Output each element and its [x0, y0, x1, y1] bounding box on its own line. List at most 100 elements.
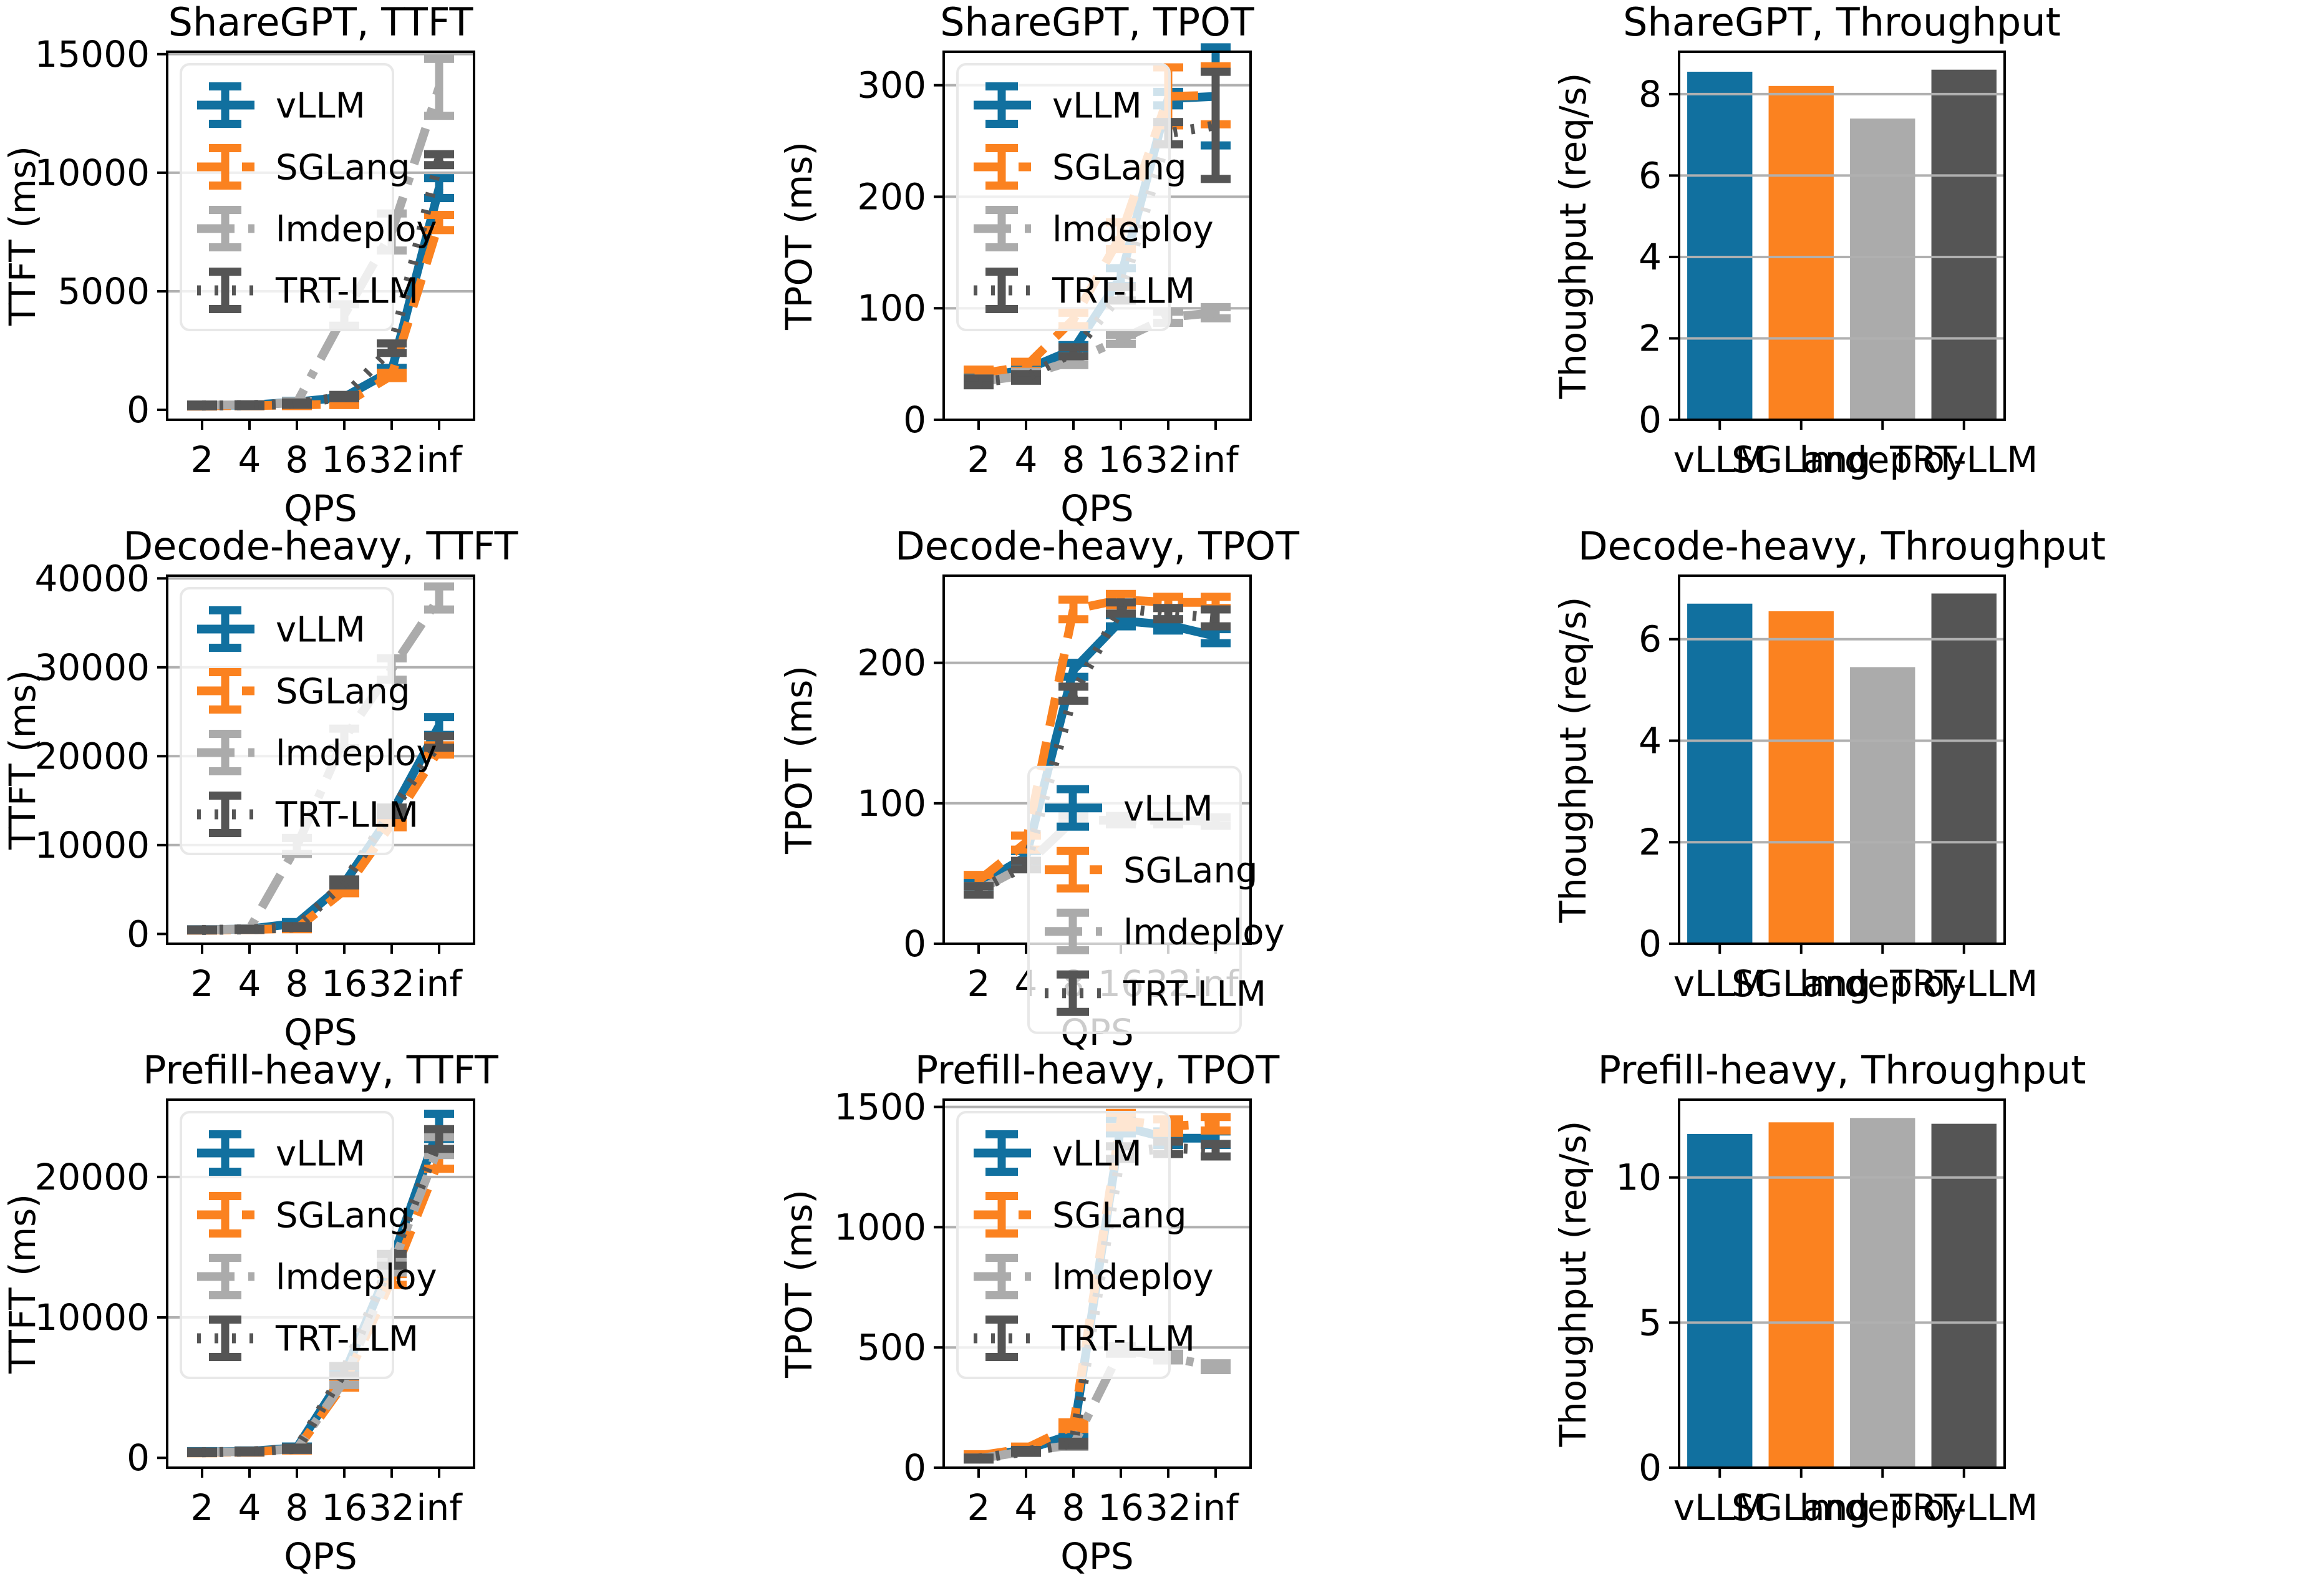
legend-label: vLLM [1123, 788, 1213, 829]
legend-label: vLLM [276, 86, 366, 127]
x-ticklabel: 16 [1098, 962, 1144, 1005]
series-trt-llm [187, 1125, 454, 1458]
legend-box [180, 63, 394, 331]
y-ticklabel: 0 [903, 399, 926, 441]
legend-entry-lmdeploy: lmdeploy [197, 206, 437, 251]
legend-entry-vllm: vLLM [197, 82, 366, 128]
legend-box [956, 1111, 1171, 1379]
x-ticklabel: 4 [238, 439, 261, 481]
legend-label: TRT-LLM [1123, 974, 1266, 1014]
x-ticklabel: 16 [321, 962, 367, 1005]
x-ticklabel: TRT-LLM [1889, 1486, 2038, 1529]
x-axis-label: QPS [284, 1535, 357, 1575]
legend-entry-trt-llm: TRT-LLM [974, 1316, 1195, 1361]
legend-label: lmdeploy [1123, 912, 1285, 952]
x-ticklabel: inf [416, 439, 463, 481]
y-ticklabel: 5 [1639, 1301, 1662, 1344]
x-ticklabel: 32 [369, 439, 415, 481]
legend-box [180, 1111, 394, 1379]
y-ticklabel: 10000 [34, 1296, 150, 1339]
x-ticklabel: inf [1193, 1486, 1239, 1529]
bar [1931, 593, 1997, 944]
legend-label: SGLang [276, 148, 410, 188]
x-ticklabel: 2 [191, 962, 214, 1005]
legend: vLLM SGLang lmdeploy TRT-LLM [956, 63, 1214, 331]
legend-label: lmdeploy [276, 1258, 437, 1298]
series-trt-llm [187, 732, 454, 935]
y-ticklabel: 2 [1639, 821, 1662, 863]
series-trt-llm [964, 598, 1231, 899]
x-ticklabel: 16 [321, 439, 367, 481]
x-ticklabel: 32 [1145, 1486, 1191, 1529]
x-axis-label: QPS [1060, 1535, 1133, 1575]
x-ticklabel: inf [416, 1486, 463, 1529]
legend-label: TRT-LLM [275, 795, 419, 836]
x-axis-label: QPS [284, 487, 357, 530]
x-ticklabel: 8 [1062, 439, 1085, 481]
y-ticklabel: 4 [1639, 719, 1662, 762]
x-ticklabel: SGLang [1731, 962, 1871, 1005]
legend-entry-sglang: SGLang [974, 144, 1187, 190]
y-axis-label: TPOT (ms) [778, 1190, 820, 1379]
x-axis-label: QPS [284, 1011, 357, 1054]
series-vllm [964, 43, 1231, 386]
legend-entry-trt-llm: TRT-LLM [197, 792, 419, 837]
series-sglang [964, 589, 1231, 891]
legend-entry-sglang: SGLang [197, 668, 410, 714]
axes-frame [166, 1098, 475, 1469]
legend-label: vLLM [1052, 1134, 1142, 1175]
x-axis-label: QPS [1060, 1011, 1133, 1054]
x-ticklabel: 8 [1062, 1486, 1085, 1529]
axes-frame [942, 1098, 1252, 1469]
y-axis-label: TPOT (ms) [778, 666, 820, 855]
panel-title: Prefill-heavy, TPOT [915, 1047, 1281, 1093]
y-ticklabel: 0 [127, 913, 150, 955]
y-axis-label: TTFT (ms) [1, 670, 44, 850]
bar [1768, 85, 1834, 420]
y-ticklabel: 2 [1639, 317, 1662, 359]
legend-entry-sglang: SGLang [974, 1192, 1187, 1238]
axes-frame [942, 51, 1252, 421]
legend-label: lmdeploy [276, 734, 437, 774]
y-ticklabel: 6 [1639, 154, 1662, 196]
bar [1687, 71, 1753, 420]
y-ticklabel: 200 [857, 642, 926, 684]
x-ticklabel: 2 [967, 439, 990, 481]
x-ticklabel: 4 [238, 1486, 261, 1529]
legend-entry-sglang: SGLang [197, 1192, 410, 1238]
series-sglang [187, 1147, 454, 1458]
legend-label: vLLM [1052, 86, 1142, 127]
legend-entry-lmdeploy: lmdeploy [974, 206, 1214, 251]
panel-title: ShareGPT, TPOT [940, 0, 1255, 45]
y-axis-label: TTFT (ms) [1, 146, 44, 326]
x-ticklabel: 32 [369, 962, 415, 1005]
series-sglang [964, 1108, 1231, 1461]
axes-frame [1678, 1098, 2006, 1469]
x-ticklabel: vLLM [1673, 1486, 1766, 1529]
legend-box [180, 587, 394, 855]
x-ticklabel: inf [1193, 962, 1239, 1005]
y-ticklabel: 4 [1639, 236, 1662, 278]
y-ticklabel: 0 [903, 1447, 926, 1489]
legend-label: lmdeploy [1052, 1258, 1214, 1298]
legend-label: vLLM [276, 610, 366, 651]
bar [1687, 1133, 1753, 1468]
legend-label: lmdeploy [276, 210, 437, 250]
legend: vLLM SGLang lmdeploy TRT-LLM [1027, 765, 1285, 1034]
x-ticklabel: 4 [1015, 962, 1038, 1005]
legend-box [1027, 765, 1242, 1034]
x-ticklabel: 32 [1145, 962, 1191, 1005]
y-ticklabel: 40000 [34, 557, 150, 599]
series-vllm [964, 611, 1231, 894]
legend-box [956, 63, 1171, 331]
series-sglang [187, 211, 454, 411]
x-ticklabel: 4 [238, 962, 261, 1005]
x-ticklabel: vLLM [1673, 962, 1766, 1005]
y-axis-label: Thoughput (req/s) [1552, 73, 1594, 400]
y-ticklabel: 0 [127, 1437, 150, 1479]
series-vllm [187, 174, 454, 410]
y-ticklabel: 200 [857, 175, 926, 218]
legend-label: SGLang [1052, 1196, 1187, 1236]
